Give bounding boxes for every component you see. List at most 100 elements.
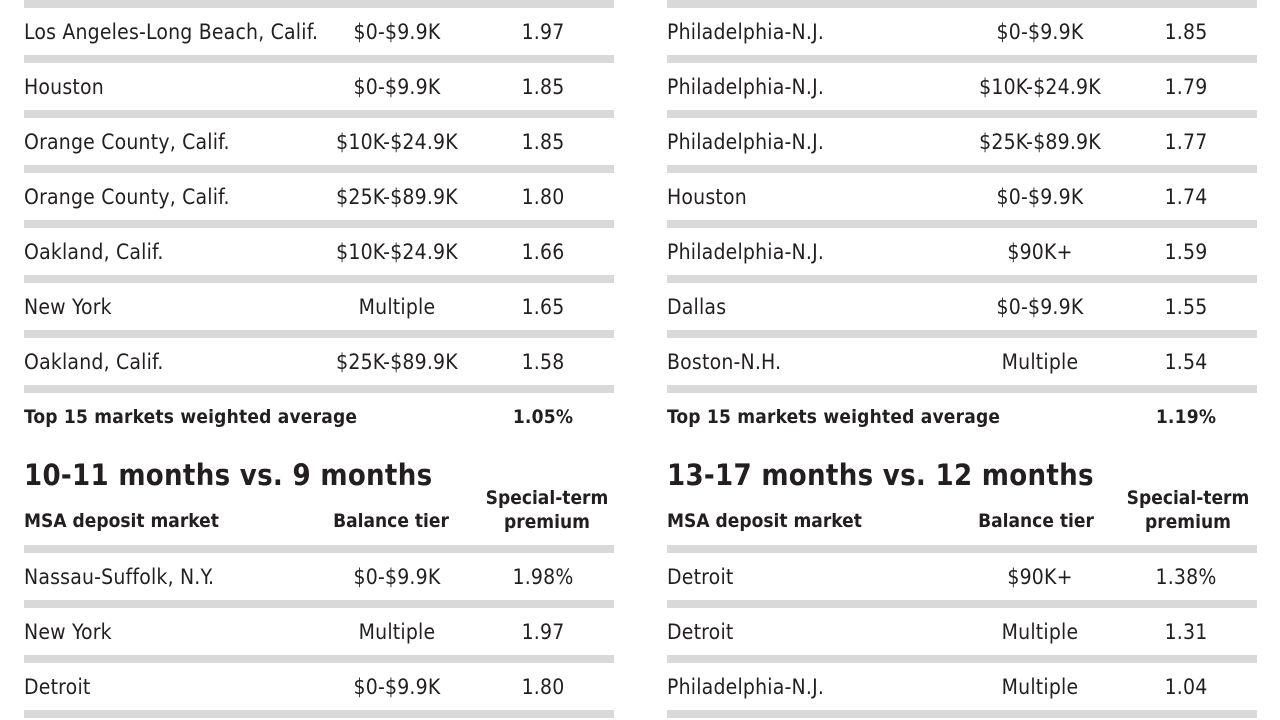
average-value: 1.19% (1155, 405, 1217, 428)
table-row: Detroit $90K+ 1.38% (667, 549, 1257, 604)
row-divider (667, 385, 1257, 393)
header-tier: Balance tier (333, 510, 449, 532)
market-cell: Dallas (667, 294, 727, 319)
tier-cell: $10K-$24.9K (336, 129, 458, 154)
average-row: Top 15 markets weighted average 1.05% (24, 389, 614, 444)
row-divider (667, 655, 1257, 663)
market-cell: Orange County, Calif. (24, 129, 230, 154)
market-cell: Philadelphia-N.J. (667, 129, 825, 154)
premium-cell: 1.54 (1164, 349, 1208, 374)
row-divider (667, 220, 1257, 228)
table-row: Boston-N.H. Multiple 1.54 (667, 334, 1257, 389)
row-divider (24, 600, 614, 608)
tier-cell: $0-$9.9K (996, 294, 1084, 319)
row-divider (24, 655, 614, 663)
table-row: Oakland, Calif. $25K-$89.9K 1.58 (24, 334, 614, 389)
table-row: Oakland, Calif. $10K-$24.9K 1.66 (24, 224, 614, 279)
premium-cell: 1.66 (521, 239, 565, 264)
row-divider (24, 165, 614, 173)
header-tier: Balance tier (978, 510, 1094, 532)
table-row: Philadelphia-N.J. $90K+ 1.59 (667, 224, 1257, 279)
tier-cell: $25K-$89.9K (979, 129, 1101, 154)
table-row: Philadelphia-N.J. $10K-$24.9K 1.79 (667, 59, 1257, 114)
market-cell: Philadelphia-N.J. (667, 19, 825, 44)
premium-cell: 1.58 (521, 349, 565, 374)
tier-cell: $0-$9.9K (996, 19, 1084, 44)
table-row: Detroit $0-$9.9K 1.80 (24, 659, 614, 714)
market-cell: New York (24, 619, 112, 644)
premium-cell: 1.97 (521, 19, 565, 44)
tier-cell: $10K-$24.9K (979, 74, 1101, 99)
header-market: MSA deposit market (667, 510, 862, 532)
premium-cell: 1.77 (1164, 129, 1208, 154)
market-cell: Philadelphia-N.J. (667, 674, 825, 699)
tier-cell: $10K-$24.9K (336, 239, 458, 264)
average-row: Top 15 markets weighted average 1.19% (667, 389, 1257, 444)
premium-cell: 1.97 (521, 619, 565, 644)
tier-cell: Multiple (1001, 619, 1079, 644)
market-cell: Philadelphia-N.J. (667, 239, 825, 264)
tier-cell: Multiple (1001, 349, 1079, 374)
tier-cell: $0-$9.9K (353, 74, 441, 99)
premium-cell: 1.98% (512, 564, 574, 589)
tier-cell: $0-$9.9K (996, 184, 1084, 209)
tier-cell: $90K+ (1007, 239, 1073, 264)
average-label: Top 15 markets weighted average (24, 405, 358, 428)
row-divider (24, 55, 614, 63)
premium-cell: 1.59 (1164, 239, 1208, 264)
row-divider (24, 275, 614, 283)
premium-cell: 1.79 (1164, 74, 1208, 99)
market-cell: Detroit (667, 619, 734, 644)
market-cell: Orange County, Calif. (24, 184, 230, 209)
average-value: 1.05% (512, 405, 574, 428)
market-cell: Nassau-Suffolk, N.Y. (24, 564, 215, 589)
market-cell: Detroit (667, 564, 734, 589)
tier-cell: $25K-$89.9K (336, 184, 458, 209)
market-cell: Houston (667, 184, 747, 209)
row-divider (667, 710, 1257, 718)
row-divider (24, 545, 614, 553)
premium-cell: 1.80 (521, 674, 565, 699)
header-premium-line1: Special-term (1126, 487, 1250, 509)
average-label: Top 15 markets weighted average (667, 405, 1001, 428)
market-cell: New York (24, 294, 112, 319)
market-cell: Boston-N.H. (667, 349, 782, 374)
header-market: MSA deposit market (24, 510, 219, 532)
table-row: Detroit Multiple 1.31 (667, 604, 1257, 659)
table-row: Orange County, Calif. $25K-$89.9K 1.80 (24, 169, 614, 224)
table-row: Philadelphia-N.J. $25K-$89.9K 1.77 (667, 114, 1257, 169)
row-divider (24, 710, 614, 718)
row-divider (667, 0, 1257, 8)
tier-cell: Multiple (1001, 674, 1079, 699)
section-title: 13-17 months vs. 12 months (667, 458, 1094, 492)
row-divider (24, 220, 614, 228)
tier-cell: $25K-$89.9K (336, 349, 458, 374)
tier-cell: $0-$9.9K (353, 564, 441, 589)
premium-cell: 1.74 (1164, 184, 1208, 209)
header-premium-line2: premium (504, 511, 590, 533)
row-divider (667, 165, 1257, 173)
row-divider (24, 385, 614, 393)
premium-cell: 1.80 (521, 184, 565, 209)
header-premium-line2: premium (1145, 511, 1231, 533)
table-row: Orange County, Calif. $10K-$24.9K 1.85 (24, 114, 614, 169)
table-row: Houston $0-$9.9K 1.74 (667, 169, 1257, 224)
row-divider (24, 110, 614, 118)
row-divider (667, 330, 1257, 338)
premium-cell: 1.85 (521, 74, 565, 99)
tier-cell: Multiple (358, 294, 436, 319)
premium-cell: 1.65 (521, 294, 565, 319)
table-row: Dallas $0-$9.9K 1.55 (667, 279, 1257, 334)
row-divider (667, 110, 1257, 118)
premium-cell: 1.55 (1164, 294, 1208, 319)
row-divider (24, 0, 614, 8)
table-row: New York Multiple 1.97 (24, 604, 614, 659)
row-divider (667, 600, 1257, 608)
header-premium-line1: Special-term (485, 487, 609, 509)
premium-cell: 1.85 (521, 129, 565, 154)
row-divider (667, 275, 1257, 283)
tier-cell: Multiple (358, 619, 436, 644)
premium-cell: 1.31 (1164, 619, 1208, 644)
premium-cell: 1.04 (1164, 674, 1208, 699)
row-divider (667, 55, 1257, 63)
